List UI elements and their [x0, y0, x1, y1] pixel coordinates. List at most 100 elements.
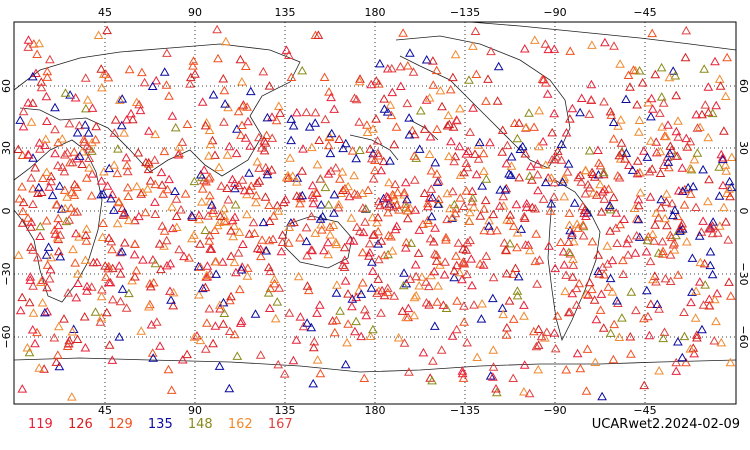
station-triangle [64, 118, 75, 128]
station-triangle [593, 250, 604, 259]
station-triangle [171, 194, 182, 203]
station-triangle [372, 135, 383, 145]
station-triangle [581, 289, 592, 298]
station-triangle [378, 156, 389, 166]
station-triangle [201, 117, 212, 127]
station-triangle [367, 257, 377, 266]
station-triangle [645, 192, 656, 201]
coastline-path [547, 179, 601, 342]
station-triangle [229, 329, 240, 339]
station-triangle [287, 171, 298, 180]
station-triangle [159, 241, 169, 250]
station-triangle [117, 203, 128, 212]
station-triangle [57, 133, 68, 143]
station-triangle [136, 326, 147, 335]
station-triangle [711, 100, 722, 110]
station-triangle [79, 134, 89, 144]
station-triangle [72, 182, 82, 191]
station-triangle [233, 248, 244, 257]
station-triangle [289, 217, 299, 227]
station-triangle [707, 269, 718, 279]
station-triangle [549, 192, 559, 201]
station-triangle [129, 249, 140, 259]
station-triangle [23, 150, 34, 159]
station-triangle [23, 42, 34, 51]
station-triangle [485, 226, 496, 235]
station-triangle [596, 289, 607, 298]
station-triangle [391, 221, 402, 230]
station-triangle [264, 216, 275, 225]
station-triangle [602, 241, 613, 250]
station-triangle [566, 230, 577, 239]
station-triangle [492, 225, 502, 235]
station-triangle [521, 198, 532, 208]
station-triangle [466, 254, 477, 263]
station-triangle [62, 192, 72, 201]
station-triangle [534, 105, 545, 115]
station-triangle [188, 56, 199, 65]
station-triangle [279, 369, 290, 378]
station-triangle [650, 69, 661, 79]
station-triangle [238, 239, 248, 248]
station-triangle [291, 177, 302, 186]
station-triangle [308, 378, 319, 388]
station-triangle [578, 220, 588, 229]
station-triangle [180, 189, 191, 198]
station-triangle [452, 296, 462, 305]
station-triangle [42, 66, 53, 76]
station-triangle [308, 198, 319, 208]
station-triangle [451, 203, 462, 213]
station-triangle [595, 305, 606, 314]
station-triangle [264, 303, 275, 312]
station-triangle [501, 158, 512, 168]
station-triangle [42, 72, 53, 81]
station-triangle [541, 327, 552, 336]
station-triangle [248, 217, 259, 227]
station-triangle [352, 190, 363, 199]
station-triangle [371, 114, 381, 123]
station-triangle [530, 203, 541, 213]
station-triangle [82, 141, 92, 150]
station-triangle [340, 138, 351, 148]
coastline-path [283, 215, 353, 269]
station-triangle [291, 335, 302, 344]
station-triangle [442, 120, 453, 130]
station-triangle [316, 219, 326, 229]
lon-tick-top: −90 [543, 6, 566, 19]
station-triangle [552, 311, 563, 320]
station-triangle [668, 66, 679, 75]
station-triangle [387, 246, 398, 255]
station-triangle [252, 243, 263, 253]
station-triangle [109, 205, 119, 214]
station-triangle [291, 107, 302, 117]
station-triangle [703, 132, 714, 142]
station-triangle [588, 188, 599, 197]
station-triangle [519, 386, 529, 396]
station-triangle [607, 287, 618, 296]
station-triangle [171, 222, 182, 231]
station-triangle [726, 152, 737, 161]
station-triangle [59, 166, 70, 176]
station-triangle [385, 100, 396, 109]
station-triangle [428, 236, 439, 246]
station-triangle [364, 251, 374, 260]
station-triangle [308, 192, 319, 202]
station-triangle [218, 297, 229, 307]
station-triangle [157, 221, 168, 230]
station-triangle [182, 349, 192, 359]
coastline-path [349, 134, 399, 161]
station-triangle [15, 115, 26, 124]
station-triangle [286, 135, 296, 145]
legend-item: 119 [28, 417, 53, 432]
station-triangle [50, 102, 60, 112]
station-triangle [102, 25, 112, 35]
station-triangle [365, 144, 376, 153]
station-triangle [448, 122, 459, 131]
station-triangle [109, 128, 120, 137]
station-triangle [399, 187, 410, 197]
station-triangle [644, 166, 655, 176]
station-triangle [594, 158, 604, 167]
station-triangle [379, 94, 389, 103]
coastline-path [469, 21, 737, 51]
station-triangle [69, 147, 80, 156]
